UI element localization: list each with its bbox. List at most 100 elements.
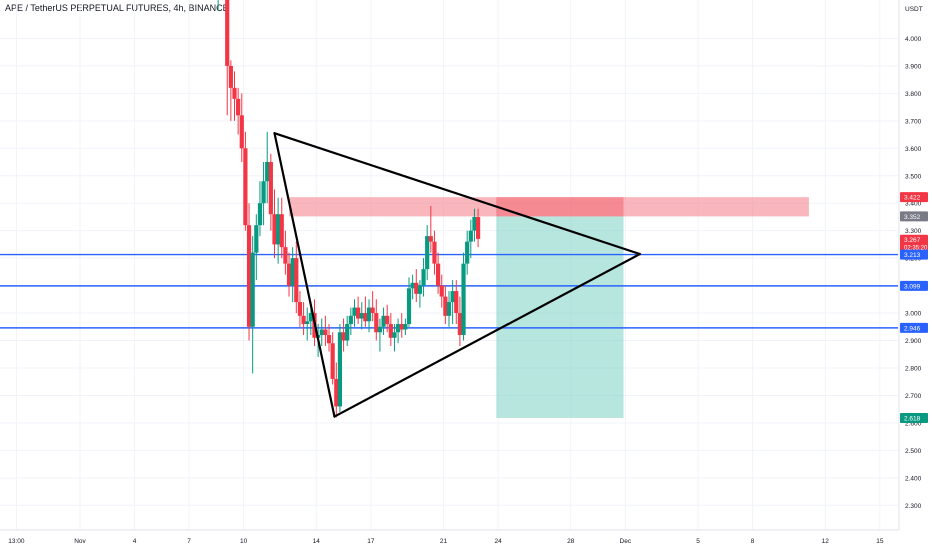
candle-body — [305, 321, 310, 325]
candle-body — [337, 332, 343, 407]
candle-body — [308, 313, 313, 322]
y-tick-label: 3.600 — [905, 146, 922, 153]
price-label-tag — [900, 280, 928, 291]
candle-body — [356, 307, 361, 319]
x-tick-label: Nov — [74, 538, 86, 545]
triangle-lower-trendline[interactable] — [333, 252, 641, 418]
candle-body — [457, 313, 463, 336]
y-tick-label: 4.000 — [905, 36, 922, 43]
candle-body — [345, 324, 350, 341]
price-label-value: 3.267 — [904, 237, 921, 244]
y-tick-label: 3.700 — [905, 118, 922, 125]
candle-body — [268, 162, 273, 215]
y-tick-label: 2.300 — [905, 503, 922, 510]
candle-body — [374, 313, 379, 333]
candle-body — [330, 343, 335, 379]
y-tick-label: 2.900 — [905, 338, 922, 345]
candle-body — [388, 324, 393, 338]
candle-body — [232, 87, 237, 99]
candle-body — [435, 263, 441, 286]
price-label-value: 3.099 — [904, 283, 921, 290]
candle-body — [399, 324, 404, 330]
price-label-value: 3.213 — [904, 252, 921, 259]
x-tick-label: 12 — [822, 538, 830, 545]
candle-body — [417, 285, 423, 294]
candle-body — [254, 225, 259, 253]
candle-body — [294, 258, 299, 303]
x-tick-label: 28 — [567, 538, 575, 545]
candle-body — [403, 324, 408, 330]
y-tick-label: 3.900 — [905, 63, 922, 70]
candle-body — [348, 315, 353, 325]
candle-body — [239, 115, 244, 149]
chart-title: APE / TetherUS PERPETUAL FUTURES, 4h, BI… — [5, 3, 229, 13]
price-axis[interactable] — [899, 0, 932, 550]
y-tick-label: 3.300 — [905, 228, 922, 235]
candle-body — [228, 65, 233, 88]
candle-body — [323, 329, 328, 336]
x-tick-label: 8 — [751, 538, 755, 545]
x-tick-label: 7 — [187, 538, 191, 545]
x-tick-label: Dec — [620, 538, 632, 545]
price-label-value: 2.618 — [904, 415, 921, 422]
y-tick-label: 2.600 — [905, 420, 922, 427]
candle-body — [326, 335, 332, 344]
x-tick-label: 10 — [240, 538, 248, 545]
price-label-tag — [900, 249, 928, 260]
candle-body — [396, 324, 401, 333]
candle-body — [366, 307, 372, 322]
candle-body — [377, 326, 383, 333]
countdown-label: 02:35:20 — [904, 246, 928, 252]
y-tick-label: 3.800 — [905, 91, 922, 98]
x-tick-label: 4 — [133, 538, 137, 545]
candle-body — [352, 307, 357, 316]
candle-body — [250, 252, 255, 327]
candle-body — [225, 0, 230, 66]
price-axis-currency: USDT — [905, 6, 923, 13]
target-zone[interactable] — [496, 216, 624, 418]
price-label-tag — [900, 234, 928, 252]
candle-body — [301, 315, 306, 325]
price-label-tag — [900, 211, 928, 222]
candle-body — [414, 282, 419, 294]
triangle-left-edge[interactable] — [273, 132, 336, 418]
candle-body — [439, 285, 444, 297]
candle-body — [385, 315, 390, 325]
y-tick-label: 2.700 — [905, 393, 922, 400]
x-tick-label: 21 — [440, 538, 448, 545]
price-label-value: 3.352 — [904, 214, 921, 221]
candle-body — [290, 258, 295, 286]
resistance-zone[interactable] — [289, 197, 809, 217]
price-label-tag — [900, 192, 928, 203]
candle-body — [443, 296, 448, 316]
candle-body — [236, 98, 241, 116]
candle-body — [432, 241, 437, 264]
y-tick-label: 3.500 — [905, 173, 922, 180]
price-label-tag — [900, 322, 928, 333]
candle-body — [279, 214, 284, 248]
candle-body — [286, 263, 292, 286]
x-tick-label: 13:00 — [8, 538, 25, 545]
y-tick-label: 2.400 — [905, 475, 922, 482]
candle-body — [276, 214, 281, 245]
triangle-upper-trendline[interactable] — [273, 132, 641, 256]
candle-body — [446, 302, 452, 316]
candle-body — [257, 203, 263, 226]
candle-body — [341, 332, 346, 341]
y-tick-label: 2.500 — [905, 448, 922, 455]
candle-body — [243, 148, 248, 226]
stop-zone[interactable] — [496, 197, 624, 217]
y-tick-label: 3.400 — [905, 201, 922, 208]
candle-body — [406, 288, 412, 325]
candle-body — [283, 247, 288, 264]
x-tick-label: 14 — [313, 538, 321, 545]
candle-body — [334, 378, 339, 407]
candle-body — [363, 313, 368, 322]
candle-body — [472, 216, 477, 231]
x-tick-label: 15 — [876, 538, 884, 545]
candle-body — [272, 214, 277, 245]
y-tick-label: 3.000 — [905, 311, 922, 318]
price-label-value: 2.946 — [904, 325, 921, 332]
x-tick-label: 24 — [494, 538, 502, 545]
